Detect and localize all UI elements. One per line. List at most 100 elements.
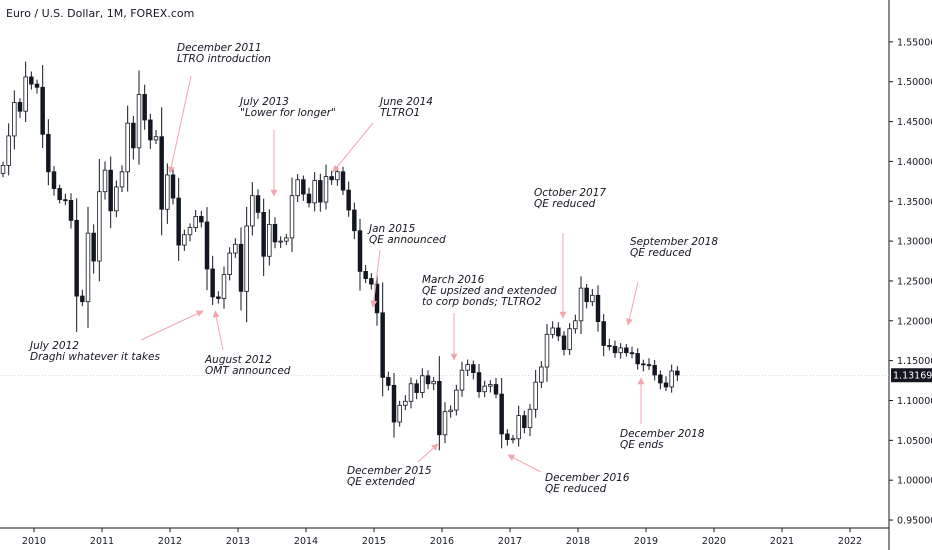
y-tick-label: 1.30000	[897, 237, 932, 248]
candle-body	[352, 209, 357, 232]
candle-body	[607, 345, 612, 347]
candle-body	[142, 94, 147, 121]
candle-body	[658, 374, 663, 384]
y-tick-label: 1.25000	[897, 276, 932, 287]
candle-body	[261, 212, 266, 257]
candle-body	[91, 232, 96, 262]
annotation-jul-2012: July 2012 Draghi whatever it takes	[28, 340, 160, 363]
candle-body	[533, 381, 538, 410]
candle-body	[522, 415, 527, 428]
arrow-jul-2012	[140, 310, 204, 341]
annotation-jun-2014: June 2014 TLTRO1	[378, 96, 436, 119]
candle-body	[493, 384, 499, 395]
candle-body	[80, 295, 85, 303]
annotations: December 2011 LTRO introduction July 201…	[28, 42, 718, 495]
candle-body	[295, 179, 300, 197]
candle-body	[244, 225, 249, 292]
candle-body	[46, 133, 51, 173]
arrow-jan-2015	[370, 249, 381, 308]
arrow-dec-2011	[167, 75, 192, 174]
candle-body	[278, 240, 283, 243]
candle-body	[669, 370, 674, 388]
candle-body	[0, 164, 6, 174]
annotation-dec-2015: December 2015 QE extended	[347, 465, 435, 488]
arrow-dec-2015	[417, 443, 439, 463]
candle-body	[323, 176, 329, 203]
x-tick-label: 2012	[158, 536, 182, 547]
candle-body	[148, 119, 153, 141]
candle-body	[476, 372, 482, 393]
y-tick-label: 1.05000	[897, 436, 932, 447]
candle-body	[550, 327, 555, 335]
candle-body	[340, 171, 346, 191]
candle-body	[227, 252, 232, 275]
candle-body	[454, 389, 459, 411]
candle-body	[425, 375, 431, 385]
candle-body	[408, 383, 414, 402]
candle-body	[561, 335, 567, 350]
y-tick-label: 1.10000	[897, 396, 932, 407]
candle-body	[233, 243, 238, 254]
candle-body	[6, 135, 11, 166]
annotation-dec-2018: December 2018 QE ends	[620, 428, 708, 451]
candle-body	[23, 76, 28, 112]
x-tick-label: 2016	[430, 536, 454, 547]
candle-body	[420, 375, 425, 393]
x-tick-label: 2019	[634, 536, 658, 547]
candle-body	[618, 347, 623, 354]
x-tick-label: 2010	[22, 536, 46, 547]
candle-body	[153, 136, 159, 141]
candle-body	[386, 376, 391, 386]
candle-body	[210, 268, 215, 298]
y-tick-label: 1.15000	[897, 356, 932, 367]
candle-body	[312, 180, 317, 204]
candle-body	[499, 393, 504, 435]
candle-body	[363, 270, 368, 279]
candle-body	[119, 171, 125, 188]
candle-body	[51, 171, 57, 189]
candle-body	[346, 189, 351, 211]
candle-body	[578, 287, 584, 322]
y-tick-label: 1.50000	[897, 77, 932, 88]
y-tick-label: 1.40000	[897, 157, 932, 168]
candle-body	[539, 366, 544, 383]
annotation-arrows	[140, 75, 645, 473]
x-tick-label: 2021	[770, 536, 794, 547]
candle-body	[442, 411, 448, 436]
x-tick-label: 2022	[838, 536, 862, 547]
last-price-value: 1.13169	[893, 371, 932, 382]
candle-body	[624, 347, 629, 354]
last-price-badge	[891, 368, 932, 383]
candle-body	[641, 363, 646, 366]
candle-body	[488, 384, 493, 387]
candle-body	[590, 294, 595, 303]
x-axis-ticks: 2010 2011 2012 2013 2014 2015 2016 2017 2018 2019…	[22, 528, 862, 547]
candle-body	[544, 333, 550, 368]
y-tick-label: 1.35000	[897, 197, 932, 208]
candle-body	[255, 195, 261, 213]
candle-body	[63, 199, 68, 202]
x-tick-label: 2015	[362, 536, 386, 547]
candle-body	[114, 186, 119, 212]
y-tick-label: 1.20000	[897, 316, 932, 327]
candle-body	[238, 243, 244, 292]
candle-body	[301, 179, 306, 195]
candle-body	[635, 353, 640, 365]
candle-body	[17, 102, 23, 112]
candle-body	[102, 169, 108, 193]
y-axis-ticks: 1.55000 1.50000 1.45000 1.40000 1.35000 1.300…	[889, 37, 932, 527]
candle-body	[85, 232, 91, 303]
candle-body	[567, 328, 572, 350]
candle-body	[357, 230, 363, 272]
candle-body	[176, 197, 181, 246]
candle-body	[505, 433, 510, 440]
candle-body	[397, 404, 402, 423]
candle-body	[159, 136, 164, 210]
candle-body	[471, 364, 476, 373]
candle-body	[216, 296, 221, 299]
candle-body	[306, 193, 312, 204]
annotation-jul-2013: July 2013 "Lower for longer"	[238, 96, 336, 119]
candle-body	[131, 122, 136, 149]
